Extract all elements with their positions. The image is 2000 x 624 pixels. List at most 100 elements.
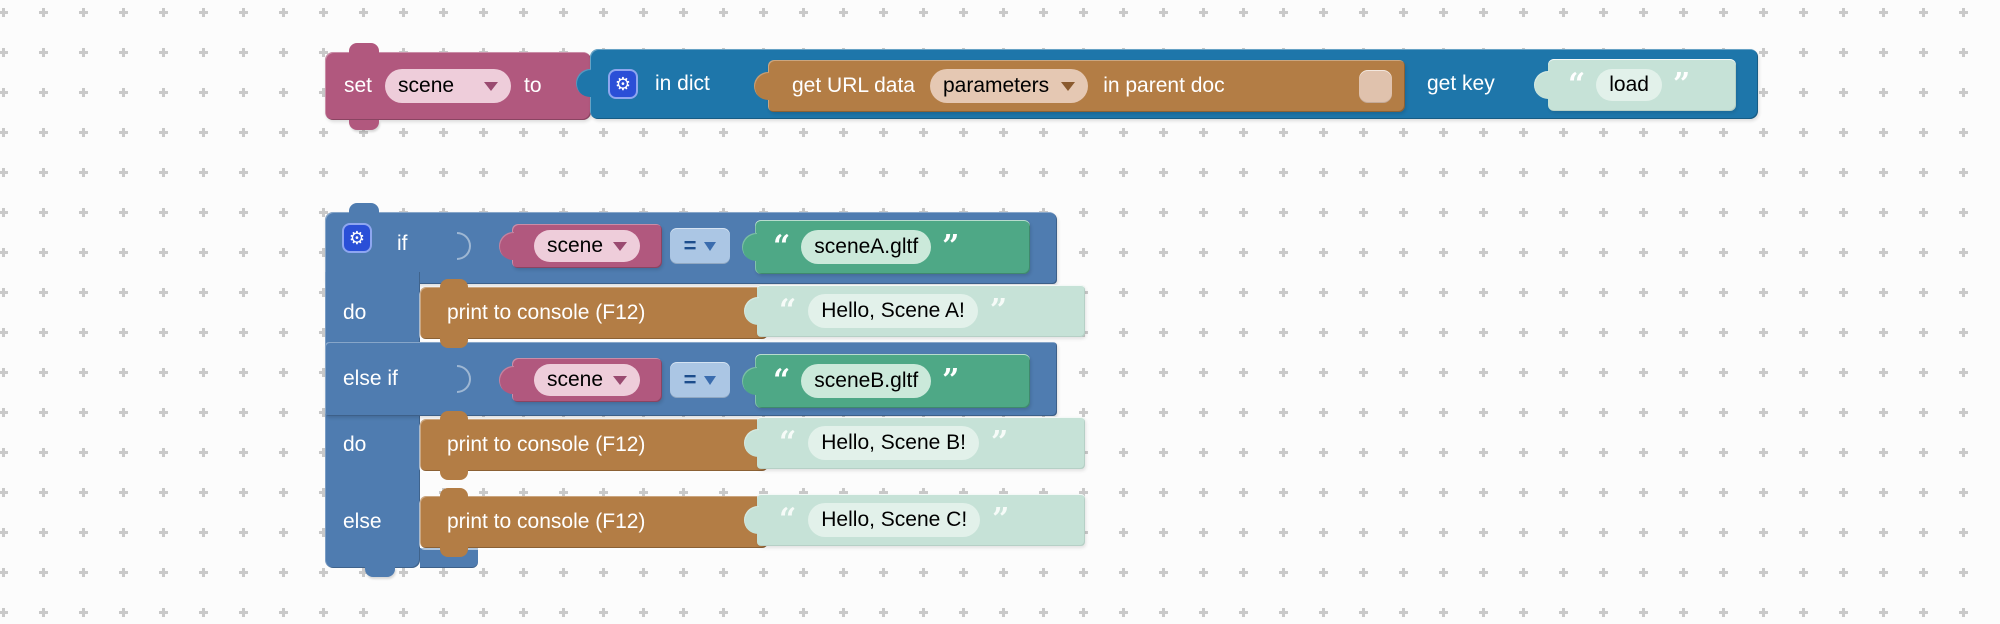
grid-cross [0,8,8,17]
dict-get-block[interactable]: ⚙ in dict get URL data parameters in par… [576,49,1758,119]
grid-cross [1159,488,1168,497]
grid-cross [239,408,248,417]
grid-cross [1599,488,1608,497]
grid-cross [159,608,168,617]
string-text-field[interactable]: sceneB.gltf [801,364,932,398]
string-text-field[interactable]: Hello, Scene A! [808,294,978,328]
grid-cross [1199,488,1208,497]
grid-cross [1959,488,1968,497]
grid-cross [1119,288,1128,297]
grid-cross [1919,448,1928,457]
operator-dropdown[interactable]: = [670,362,730,398]
grid-cross [1919,208,1928,217]
grid-cross [1279,608,1288,617]
get-url-data-block[interactable]: get URL data parameters in parent doc [754,60,1405,112]
grid-cross [79,168,88,177]
next-tab [440,338,468,348]
grid-cross [279,328,288,337]
variable-dropdown[interactable]: scene [533,230,641,262]
string-text-field[interactable]: Hello, Scene C! [808,503,981,537]
grid-cross [1519,528,1528,537]
grid-cross [1519,568,1528,577]
string-shadow-block[interactable]: “ Hello, Scene A! ” [744,285,1085,337]
parameters-dropdown[interactable]: parameters [929,69,1089,103]
grid-cross [1759,328,1768,337]
grid-cross [1239,528,1248,537]
grid-cross [199,328,208,337]
grid-cross [1879,88,1888,97]
grid-cross [0,408,8,417]
print-block[interactable]: print to console (F12) [420,488,768,557]
variable-block[interactable]: scene [499,358,662,402]
gear-icon[interactable]: ⚙ [342,223,372,253]
load-text-field[interactable]: load [1596,69,1662,101]
grid-cross [39,568,48,577]
grid-cross [1639,528,1648,537]
if-label: if [397,232,408,255]
grid-cross [1319,208,1328,217]
grid-cross [1799,328,1808,337]
if-block-assembly[interactable]: ⚙ if scene = “ sceneA.gltf ” do [325,203,1115,592]
string-shadow-block[interactable]: “ Hello, Scene B! ” [744,417,1085,469]
grid-cross [1439,608,1448,617]
grid-cross [159,88,168,97]
grid-cross [1159,328,1168,337]
prev-notch [349,43,379,53]
grid-cross [1599,8,1608,17]
string-block[interactable]: “ sceneB.gltf ” [742,354,1030,408]
grid-cross [1159,448,1168,457]
prev-notch [440,488,468,498]
grid-cross [1839,88,1848,97]
grid-cross [0,608,8,617]
grid-cross [679,168,688,177]
grid-cross [0,568,8,577]
grid-cross [1319,488,1328,497]
grid-cross [1959,128,1968,137]
parent-doc-checkbox[interactable] [1359,69,1392,103]
grid-cross [1799,208,1808,217]
grid-cross [639,608,648,617]
string-block[interactable]: “ sceneA.gltf ” [742,220,1030,274]
string-shadow-block[interactable]: “ Hello, Scene C! ” [744,494,1085,546]
variable-block[interactable]: scene [499,224,662,268]
grid-cross [439,168,448,177]
grid-cross [39,8,48,17]
variable-dropdown[interactable]: scene [533,364,641,396]
grid-cross [1799,568,1808,577]
grid-cross [1319,528,1328,537]
grid-cross [1159,248,1168,257]
next-tab [349,120,379,130]
grid-cross [1679,328,1688,337]
key-string-block[interactable]: “ load ” [1534,59,1736,111]
grid-cross [1279,168,1288,177]
grid-cross [1919,368,1928,377]
variable-dropdown[interactable]: scene [385,69,512,103]
string-text-field[interactable]: sceneA.gltf [801,230,932,264]
grid-cross [1039,128,1048,137]
string-text-field[interactable]: Hello, Scene B! [808,426,980,460]
grid-cross [79,88,88,97]
grid-cross [1319,168,1328,177]
grid-cross [1559,488,1568,497]
grid-cross [1919,8,1928,17]
grid-cross [1359,488,1368,497]
gear-icon[interactable]: ⚙ [608,69,638,99]
operator-dropdown[interactable]: = [670,228,730,264]
if-spine[interactable] [325,272,420,568]
grid-cross [159,408,168,417]
grid-cross [1279,408,1288,417]
print-block[interactable]: print to console (F12) [420,279,768,348]
in-parent-doc-label: in parent doc [1103,74,1225,97]
grid-cross [1759,608,1768,617]
grid-cross [1319,608,1328,617]
print-block[interactable]: print to console (F12) [420,411,768,480]
grid-cross [1199,528,1208,537]
grid-cross [1759,88,1768,97]
grid-cross [1119,168,1128,177]
set-variable-block[interactable]: set scene to [325,43,591,130]
grid-cross [1239,328,1248,337]
grid-cross [1239,208,1248,217]
grid-cross [119,408,128,417]
do-label: do [343,433,367,456]
